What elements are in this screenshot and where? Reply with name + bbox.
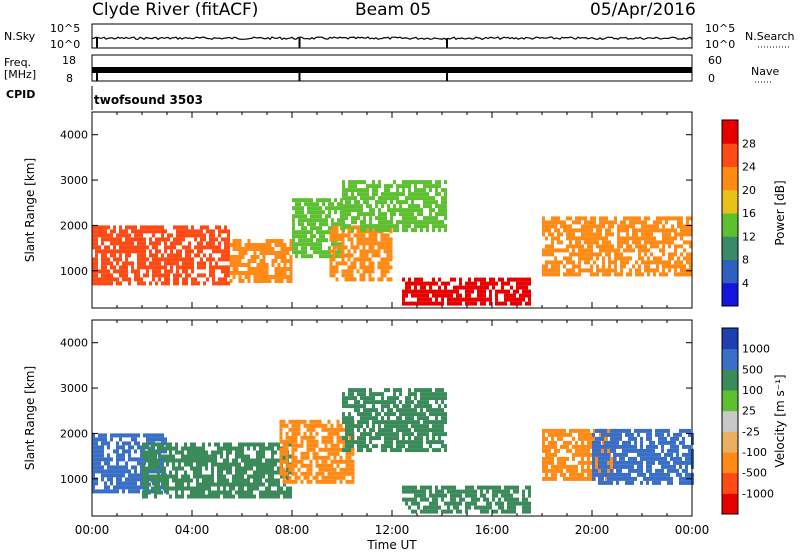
xtick-label-4: 16:00 xyxy=(475,523,510,537)
power-ytick-label-1: 2000 xyxy=(60,219,88,232)
nave-tick-low: 0 xyxy=(708,72,715,85)
velocity-ytick-label-1: 2000 xyxy=(60,427,88,440)
nave-label: Nave xyxy=(751,65,780,78)
power-colorbar-tick-3: 16 xyxy=(742,207,756,220)
velocity-colorbar-label: Velocity [m s⁻¹] xyxy=(773,374,787,467)
velocity-colorbar-tick-5: -100 xyxy=(742,446,767,459)
velocity-colorbar-seg-8 xyxy=(722,328,738,350)
power-ylabel: Slant Range [km] xyxy=(23,158,37,262)
velocity-colorbar-tick-6: -500 xyxy=(742,467,767,480)
xtick-label-3: 12:00 xyxy=(375,523,410,537)
power-colorbar-tick-6: 28 xyxy=(742,137,756,150)
velocity-colorbar-tick-0: 1000 xyxy=(742,343,770,356)
velocity-colorbar-seg-7 xyxy=(722,348,738,370)
velocity-ytick-label-0: 1000 xyxy=(60,473,88,486)
power-region-4 xyxy=(342,180,447,233)
velocity-colorbar-tick-2: 100 xyxy=(742,384,763,397)
power-colorbar-seg-0 xyxy=(722,282,738,307)
power-colorbar-label: Power [dB] xyxy=(773,180,787,245)
velocity-colorbar-frame xyxy=(721,327,739,515)
velocity-colorbar-tick-4: -25 xyxy=(742,425,760,438)
nsearch-tick-low: 10^0 xyxy=(705,38,736,51)
xtick-label-2: 08:00 xyxy=(275,523,310,537)
velocity-colorbar-seg-0 xyxy=(722,493,738,515)
freq-tick-high: 18 xyxy=(62,54,76,67)
freq-unit-label: [MHz] xyxy=(4,68,37,81)
velocity-region-3 xyxy=(342,388,447,453)
power-colorbar-seg-5 xyxy=(722,166,738,191)
velocity-colorbar-seg-1 xyxy=(722,472,738,494)
power-colorbar-seg-7 xyxy=(722,120,738,144)
power-colorbar-seg-4 xyxy=(722,189,738,214)
velocity-ytick-label-2: 3000 xyxy=(60,382,88,395)
nsearch-tick-high: 10^5 xyxy=(705,22,736,35)
date-title: 05/Apr/2016 xyxy=(590,0,696,20)
freq-trace xyxy=(92,67,692,73)
power-colorbar-seg-2 xyxy=(722,236,738,260)
power-colorbar-seg-3 xyxy=(722,213,738,237)
nsky-tick-low: 10^0 xyxy=(50,38,81,51)
velocity-colorbar-tick-7: -1000 xyxy=(742,487,774,500)
nsky-tick-high: 10^5 xyxy=(50,22,81,35)
velocity-region-6 xyxy=(592,428,694,485)
nsky-panel-frame xyxy=(91,23,693,49)
velocity-colorbar-seg-3 xyxy=(722,431,738,453)
freq-label: Freq. xyxy=(4,56,32,69)
nsky-trace xyxy=(91,36,693,41)
power-ytick-label-0: 1000 xyxy=(60,265,88,278)
xtick-label-1: 04:00 xyxy=(175,523,210,537)
velocity-colorbar-tick-1: 500 xyxy=(742,363,763,376)
power-colorbar-tick-0: 4 xyxy=(742,277,749,290)
x-axis-label: Time UT xyxy=(366,538,417,552)
nave-tick-high: 60 xyxy=(708,54,722,67)
velocity-ylabel: Slant Range [km] xyxy=(23,366,37,470)
power-region-1 xyxy=(229,239,293,283)
velocity-region-1 xyxy=(142,442,292,499)
power-ytick-label-3: 4000 xyxy=(60,129,88,142)
xtick-label-0: 00:00 xyxy=(75,523,110,537)
freq-tick-low: 8 xyxy=(66,72,73,85)
xtick-label-6: 00:00 xyxy=(675,523,710,537)
cpid-text: twofsound 3503 xyxy=(94,93,203,107)
beam-title: Beam 05 xyxy=(355,0,432,20)
velocity-ytick-label-3: 4000 xyxy=(60,337,88,350)
cpid-label: CPID xyxy=(6,88,36,101)
nsearch-label: N.Search xyxy=(745,30,795,43)
power-region-6 xyxy=(542,216,692,277)
velocity-region-4 xyxy=(402,485,531,514)
power-ytick-label-2: 3000 xyxy=(60,174,88,187)
power-region-3 xyxy=(329,225,393,282)
power-colorbar-tick-4: 20 xyxy=(742,184,756,197)
power-colorbar-frame xyxy=(721,119,739,307)
velocity-colorbar-seg-6 xyxy=(722,369,738,391)
nsky-label: N.Sky xyxy=(4,30,36,43)
xtick-label-5: 20:00 xyxy=(575,523,610,537)
velocity-colorbar-seg-4 xyxy=(722,410,738,432)
power-colorbar-seg-1 xyxy=(722,259,738,284)
power-colorbar-tick-2: 12 xyxy=(742,230,756,243)
velocity-colorbar-seg-5 xyxy=(722,390,738,412)
velocity-colorbar-tick-3: 25 xyxy=(742,405,756,418)
velocity-colorbar-seg-2 xyxy=(722,452,738,474)
station-title: Clyde River (fitACF) xyxy=(92,0,259,20)
power-colorbar-tick-1: 8 xyxy=(742,254,749,267)
power-colorbar-tick-5: 24 xyxy=(742,161,756,174)
power-region-0 xyxy=(92,225,230,286)
power-colorbar-seg-6 xyxy=(722,143,738,167)
power-region-5 xyxy=(402,277,531,306)
